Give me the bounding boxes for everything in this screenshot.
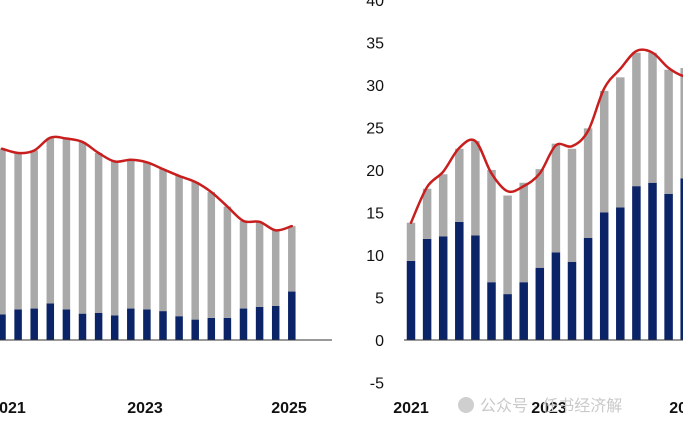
bar-segment-navy [30, 308, 38, 340]
bar-segment-navy [271, 306, 280, 340]
y-tick-label: 5 [375, 291, 384, 308]
bar-segment-gray [567, 148, 577, 262]
bar-segment-gray [616, 77, 625, 208]
bar-segment-gray [535, 169, 545, 268]
bar-segment-gray [648, 52, 657, 183]
bar-segment-navy [127, 308, 135, 340]
bar-segment-gray [583, 128, 593, 238]
bar-segment-navy [159, 311, 167, 340]
bar-segment-gray [455, 148, 464, 222]
bar-segment-navy [0, 314, 6, 340]
bar-segment-gray [551, 143, 561, 253]
bar-segment-navy [567, 261, 577, 340]
bar-segment-gray [406, 222, 416, 261]
x-tick-label: 2025 [271, 400, 307, 417]
bar-segment-navy [207, 317, 216, 340]
bar-segment-navy [551, 252, 561, 340]
x-tick-label: 2021 [393, 400, 429, 417]
bar-segment-gray [632, 52, 641, 187]
bar-segment-gray [207, 192, 216, 318]
bar-segment-navy [535, 267, 545, 340]
bar-segment-gray [680, 68, 683, 179]
bar-segment-gray [271, 230, 280, 306]
watermark: 公众号 · 任书经济解 [458, 397, 622, 415]
bar-segment-navy [680, 178, 683, 340]
bar-segment-navy [406, 260, 416, 340]
bar-segment-navy [664, 193, 673, 340]
bar-segment-navy [519, 282, 528, 340]
bar-segment-navy [616, 207, 625, 340]
bar-segment-gray [191, 181, 199, 320]
bar-segment-navy [471, 235, 480, 340]
bar-segment-navy [143, 309, 151, 340]
bar-segment-navy [62, 309, 71, 340]
y-tick-label: 35 [366, 36, 384, 53]
bar-segment-navy [175, 316, 183, 340]
total-line [409, 48, 683, 224]
bar-segment-gray [422, 188, 432, 239]
bar-segment-gray [78, 141, 87, 314]
bar-segment-gray [46, 137, 55, 304]
bar-segment-gray [110, 161, 119, 316]
bar-segment-gray [30, 150, 38, 309]
total-line [0, 135, 294, 232]
bar-segment-gray [0, 148, 6, 315]
bar-segment-gray [223, 206, 232, 318]
bar-segment-gray [239, 221, 248, 309]
bar-segment-navy [288, 291, 296, 340]
x-tick-label: 2023 [531, 400, 567, 417]
bar-segment-navy [648, 182, 657, 340]
y-tick-label: 10 [366, 248, 384, 265]
y-tick-label: 40 [366, 0, 384, 10]
bar-segment-gray [94, 153, 103, 313]
x-tick-label: 2021 [0, 400, 26, 417]
y-tick-label: 30 [366, 78, 384, 95]
y-tick-label: 0 [375, 333, 384, 350]
bar-segment-gray [159, 169, 167, 312]
bar-segment-navy [438, 236, 448, 340]
bar-segment-gray [127, 159, 135, 309]
x-tick-label: 2025 [669, 400, 683, 417]
bar-segment-navy [223, 317, 232, 340]
bar-segment-navy [503, 294, 512, 340]
bar-segment-gray [255, 221, 264, 307]
bar-segment-navy [191, 319, 199, 340]
bar-segment-navy [46, 303, 55, 340]
bar-segment-gray [487, 170, 496, 283]
bar-segment-gray [14, 153, 22, 310]
bar-segment-gray [664, 69, 673, 194]
bar-segment-navy [455, 221, 464, 340]
bar-segment-gray [143, 162, 151, 310]
x-tick-label: 2023 [127, 400, 163, 417]
bar-segment-navy [110, 315, 119, 340]
bar-segment-navy [487, 282, 496, 340]
bar-segment-navy [94, 312, 103, 340]
bar-segment-navy [255, 306, 264, 340]
bar-segment-gray [438, 174, 448, 237]
y-tick-label: 25 [366, 121, 384, 138]
right-chart-panel: -50510152025303540202120232025 [366, 0, 683, 417]
bar-segment-navy [583, 238, 593, 340]
watermark-text: 公众号 · 任书经济解 [480, 397, 622, 415]
left-chart-panel: 2021 2023 2025 [0, 135, 332, 417]
bar-segment-gray [503, 195, 512, 295]
bar-segment-gray [519, 182, 528, 283]
bar-segment-gray [62, 138, 71, 310]
bar-segment-navy [14, 309, 22, 340]
y-tick-label: 20 [366, 163, 384, 180]
y-tick-label: -5 [370, 376, 384, 393]
bar-segment-navy [599, 212, 609, 340]
wechat-icon [458, 397, 474, 413]
bar-segment-gray [175, 175, 183, 317]
bar-segment-navy [239, 308, 248, 340]
bar-segment-gray [288, 226, 296, 292]
bar-segment-gray [599, 90, 609, 213]
bar-segment-navy [422, 238, 432, 340]
bar-segment-gray [471, 141, 480, 236]
y-tick-label: 15 [366, 206, 384, 223]
bar-segment-navy [78, 313, 87, 340]
bar-segment-navy [632, 186, 641, 340]
